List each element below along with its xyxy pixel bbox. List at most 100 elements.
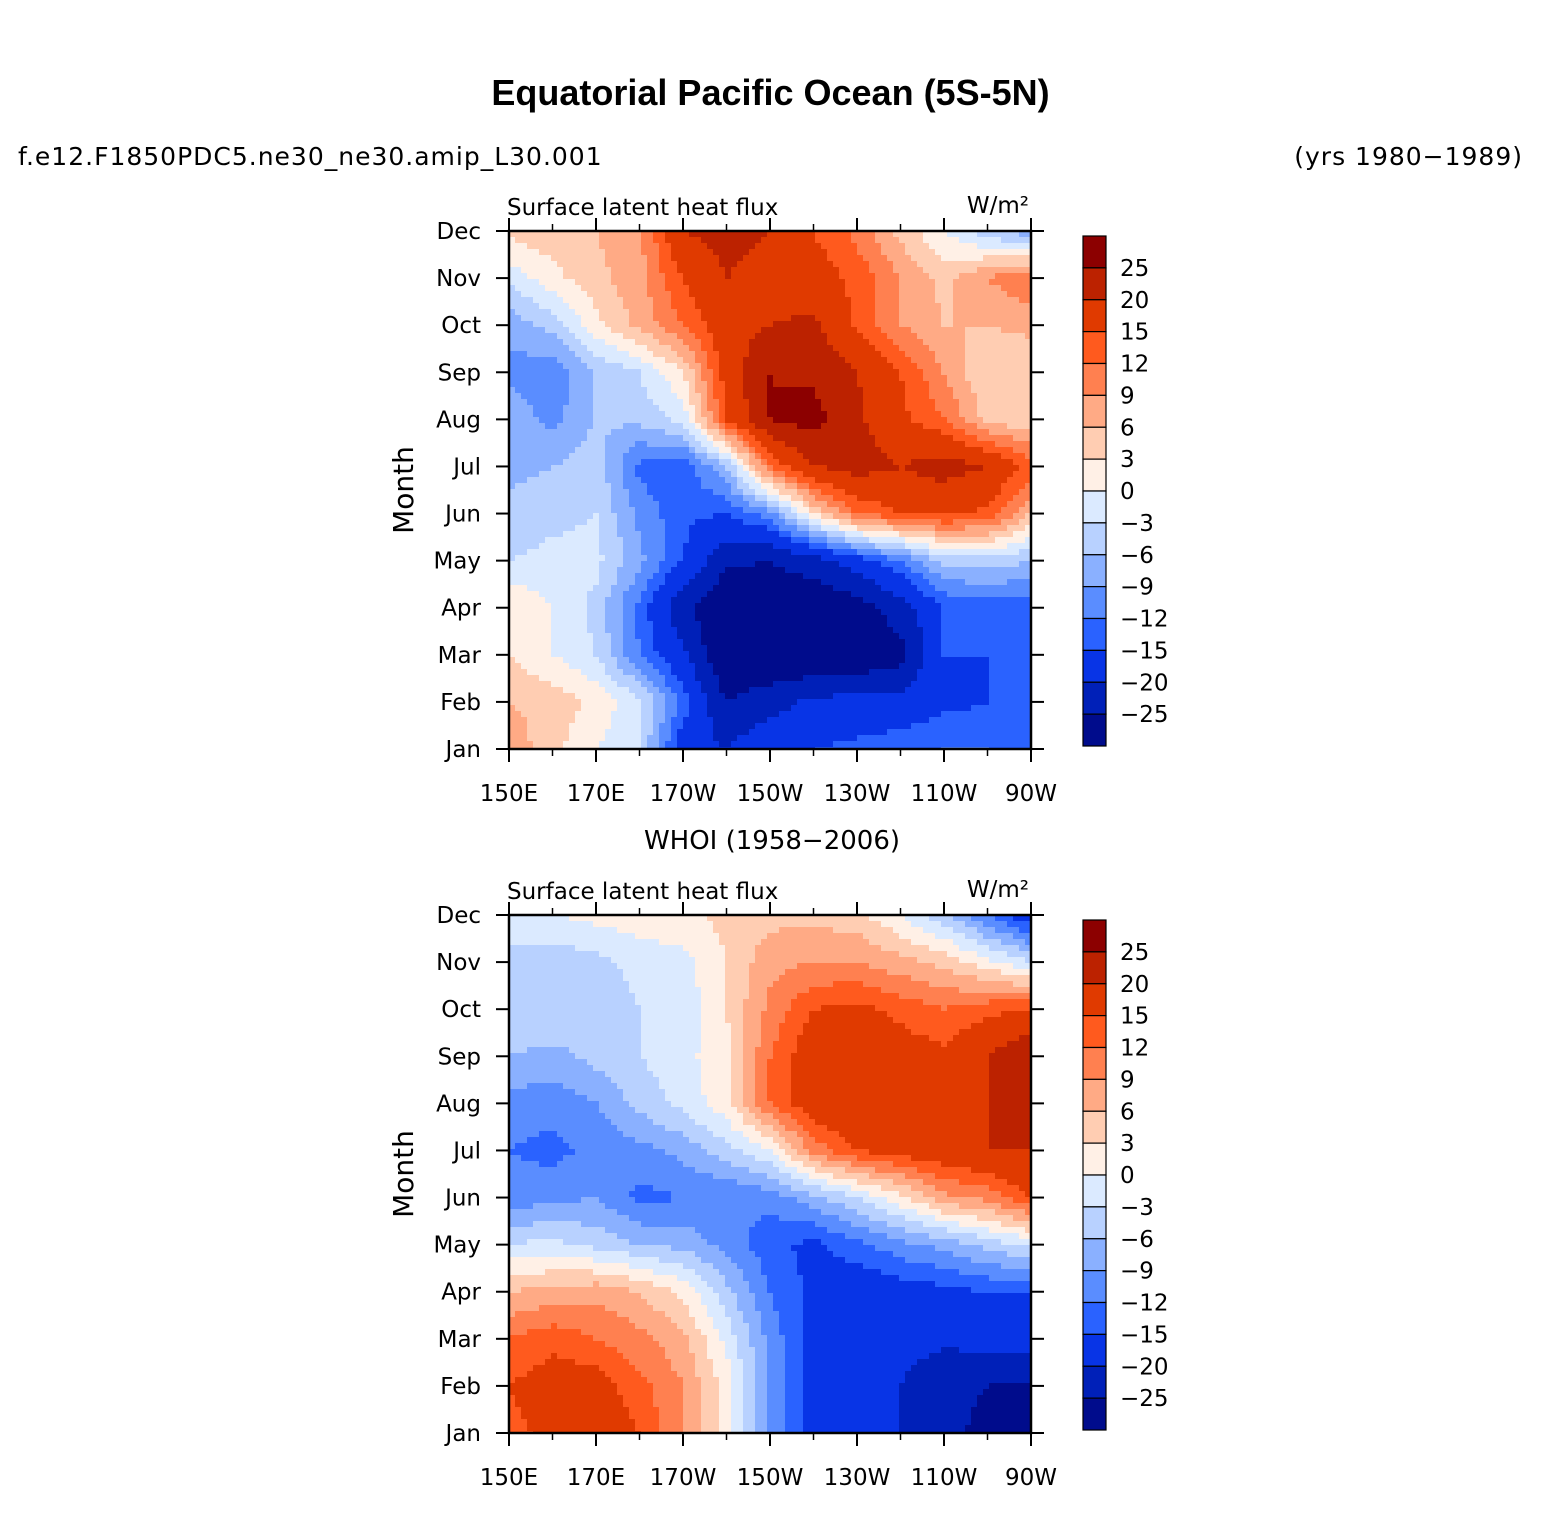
- heatmap-cell: [659, 255, 666, 262]
- heatmap-cell: [833, 411, 840, 418]
- heatmap-cell: [995, 339, 1002, 346]
- heatmap-cell: [839, 483, 846, 490]
- heatmap-cell: [899, 273, 906, 280]
- heatmap-cell: [707, 327, 714, 334]
- heatmap-cell: [689, 471, 696, 478]
- heatmap-cell: [731, 453, 738, 460]
- heatmap-cell: [947, 531, 954, 538]
- heatmap-cell: [599, 531, 606, 538]
- heatmap-cell: [935, 525, 942, 532]
- heatmap-cell: [563, 453, 570, 460]
- heatmap-cell: [533, 537, 540, 544]
- heatmap-cell: [845, 495, 852, 502]
- heatmap-cell: [995, 315, 1002, 322]
- heatmap-cell: [1025, 561, 1032, 568]
- heatmap-cell: [539, 279, 546, 286]
- heatmap-cell: [653, 309, 660, 316]
- heatmap-cell: [821, 555, 828, 562]
- heatmap-cell: [725, 465, 732, 472]
- heatmap-cell: [869, 339, 876, 346]
- heatmap-cell: [587, 393, 594, 400]
- heatmap-cell: [893, 537, 900, 544]
- heatmap-cell: [557, 513, 564, 520]
- heatmap-cell: [725, 441, 732, 448]
- heatmap-cell: [827, 459, 834, 466]
- heatmap-cell: [527, 387, 534, 394]
- heatmap-cell: [587, 465, 594, 472]
- heatmap-cell: [581, 291, 588, 298]
- heatmap-cell: [509, 297, 516, 304]
- heatmap-cell: [923, 387, 930, 394]
- heatmap-cell: [725, 357, 732, 364]
- heatmap-cell: [707, 411, 714, 418]
- heatmap-cell: [659, 531, 666, 538]
- heatmap-cell: [593, 531, 600, 538]
- heatmap-cell: [677, 273, 684, 280]
- heatmap-cell: [719, 561, 726, 568]
- heatmap-cell: [1025, 375, 1032, 382]
- heatmap-cell: [977, 297, 984, 304]
- heatmap-cell: [569, 513, 576, 520]
- heatmap-cell: [647, 249, 654, 256]
- heatmap-cell: [929, 393, 936, 400]
- heatmap-cell: [893, 261, 900, 268]
- heatmap-cell: [1025, 399, 1032, 406]
- heatmap-cell: [899, 321, 906, 328]
- heatmap-cell: [857, 309, 864, 316]
- heatmap-cell: [521, 285, 528, 292]
- heatmap-cell: [599, 327, 606, 334]
- heatmap-cell: [785, 471, 792, 478]
- heatmap-cell: [515, 513, 522, 520]
- heatmap-cell: [809, 507, 816, 514]
- heatmap-cell: [959, 531, 966, 538]
- heatmap-cell: [995, 381, 1002, 388]
- heatmap-cell: [911, 453, 918, 460]
- heatmap-cell: [1019, 231, 1026, 238]
- heatmap-cell: [983, 501, 990, 508]
- heatmap-cell: [629, 573, 636, 580]
- heatmap-cell: [719, 267, 726, 274]
- heatmap-cell: [857, 243, 864, 250]
- heatmap-cell: [629, 243, 636, 250]
- heatmap-cell: [827, 531, 834, 538]
- heatmap-cell: [809, 459, 816, 466]
- heatmap-cell: [677, 513, 684, 520]
- heatmap-cell: [725, 291, 732, 298]
- heatmap-cell: [809, 525, 816, 532]
- heatmap-cell: [749, 477, 756, 484]
- heatmap-cell: [749, 537, 756, 544]
- heatmap-cell: [953, 405, 960, 412]
- heatmap-cell: [923, 417, 930, 424]
- heatmap-cell: [755, 501, 762, 508]
- heatmap-cell: [569, 561, 576, 568]
- heatmap-cell: [977, 417, 984, 424]
- heatmap-cell: [977, 495, 984, 502]
- heatmap-cell: [581, 519, 588, 526]
- heatmap-cell: [641, 315, 648, 322]
- heatmap-cell: [893, 249, 900, 256]
- heatmap-cell: [989, 483, 996, 490]
- heatmap-cell: [863, 411, 870, 418]
- heatmap-cell: [605, 249, 612, 256]
- heatmap-cell: [677, 381, 684, 388]
- heatmap-cell: [665, 477, 672, 484]
- heatmap-cell: [839, 513, 846, 520]
- heatmap-cell: [971, 423, 978, 430]
- heatmap-cell: [653, 345, 660, 352]
- heatmap-cell: [995, 507, 1002, 514]
- heatmap-cell: [833, 483, 840, 490]
- heatmap-cell: [1019, 285, 1026, 292]
- heatmap-cell: [791, 507, 798, 514]
- heatmap-cell: [857, 285, 864, 292]
- heatmap-cell: [761, 381, 768, 388]
- heatmap-cell: [953, 501, 960, 508]
- heatmap-cell: [713, 411, 720, 418]
- heatmap-cell: [881, 237, 888, 244]
- heatmap-cell: [881, 411, 888, 418]
- heatmap-cell: [905, 429, 912, 436]
- heatmap-cell: [953, 357, 960, 364]
- heatmap-cell: [875, 507, 882, 514]
- heatmap-cell: [587, 567, 594, 574]
- heatmap-cell: [905, 315, 912, 322]
- heatmap-cell: [761, 495, 768, 502]
